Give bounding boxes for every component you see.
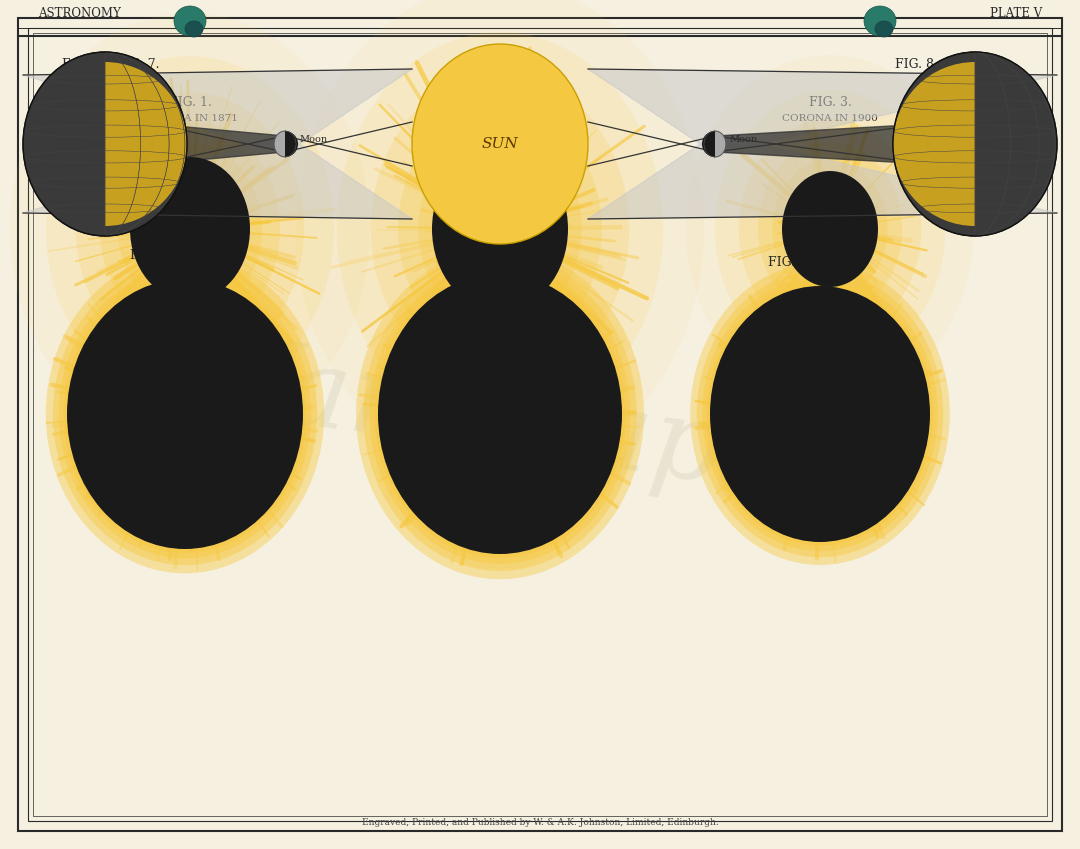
Text: FIG. 5.: FIG. 5.: [448, 244, 490, 257]
Text: Moon: Moon: [729, 134, 757, 143]
Ellipse shape: [706, 282, 933, 546]
Ellipse shape: [337, 32, 663, 426]
Text: FIG. 4.: FIG. 4.: [130, 249, 173, 262]
Ellipse shape: [370, 73, 630, 385]
Text: FIG. 1.: FIG. 1.: [168, 96, 212, 109]
Ellipse shape: [45, 255, 324, 573]
Wedge shape: [105, 62, 187, 226]
Ellipse shape: [375, 270, 625, 558]
Polygon shape: [23, 69, 411, 154]
Ellipse shape: [356, 249, 644, 579]
Ellipse shape: [418, 131, 582, 328]
Text: FIG. 3.: FIG. 3.: [809, 96, 851, 109]
Ellipse shape: [432, 147, 568, 311]
Ellipse shape: [697, 271, 943, 557]
Ellipse shape: [274, 131, 296, 157]
Ellipse shape: [53, 263, 318, 565]
Wedge shape: [285, 131, 298, 157]
Wedge shape: [702, 131, 715, 157]
Ellipse shape: [185, 21, 203, 37]
Text: FIG. 8.  EARTH: FIG. 8. EARTH: [895, 58, 993, 71]
Ellipse shape: [893, 52, 1057, 236]
Ellipse shape: [64, 275, 307, 553]
Ellipse shape: [758, 142, 902, 316]
Ellipse shape: [704, 131, 726, 157]
Ellipse shape: [772, 160, 888, 299]
Ellipse shape: [369, 264, 631, 564]
Ellipse shape: [76, 93, 303, 366]
Text: ASTRONOMY: ASTRONOMY: [38, 7, 121, 20]
Ellipse shape: [875, 21, 893, 37]
Ellipse shape: [130, 157, 249, 301]
Ellipse shape: [686, 55, 974, 403]
Text: CORONA IN 1896: CORONA IN 1896: [453, 99, 548, 108]
Polygon shape: [23, 134, 411, 219]
Ellipse shape: [690, 263, 949, 565]
Ellipse shape: [296, 0, 704, 475]
Text: EARTH  FIG. 7.: EARTH FIG. 7.: [62, 58, 160, 71]
Ellipse shape: [411, 44, 588, 244]
Polygon shape: [715, 124, 926, 164]
Text: CORONA IN 1900: CORONA IN 1900: [782, 114, 878, 123]
Ellipse shape: [864, 6, 896, 36]
Ellipse shape: [58, 269, 311, 559]
Polygon shape: [588, 69, 1057, 154]
Ellipse shape: [399, 106, 602, 352]
Ellipse shape: [782, 171, 878, 287]
Ellipse shape: [23, 52, 187, 236]
Text: WardMaps: WardMaps: [174, 323, 786, 514]
Polygon shape: [154, 124, 285, 164]
Ellipse shape: [702, 277, 937, 551]
Ellipse shape: [100, 121, 280, 337]
Ellipse shape: [46, 56, 334, 402]
Wedge shape: [893, 62, 975, 226]
Text: FIG. 6.: FIG. 6.: [768, 256, 811, 269]
Polygon shape: [588, 134, 1057, 219]
Text: PLATE V: PLATE V: [989, 7, 1042, 20]
Ellipse shape: [67, 279, 303, 549]
Text: Moon: Moon: [299, 134, 327, 143]
Ellipse shape: [174, 6, 206, 36]
Ellipse shape: [715, 90, 945, 368]
Ellipse shape: [710, 286, 930, 542]
Ellipse shape: [378, 274, 622, 554]
Text: SUN: SUN: [482, 137, 518, 151]
Text: FIG. 2.: FIG. 2.: [478, 81, 522, 94]
Ellipse shape: [363, 257, 636, 571]
Ellipse shape: [10, 13, 370, 445]
Text: Engraved, Printed, and Published by W. & A.K. Johnston, Limited, Edinburgh.: Engraved, Printed, and Published by W. &…: [362, 818, 718, 827]
Ellipse shape: [118, 143, 262, 315]
Text: CORONA IN 1871: CORONA IN 1871: [143, 114, 238, 123]
Ellipse shape: [739, 119, 921, 340]
